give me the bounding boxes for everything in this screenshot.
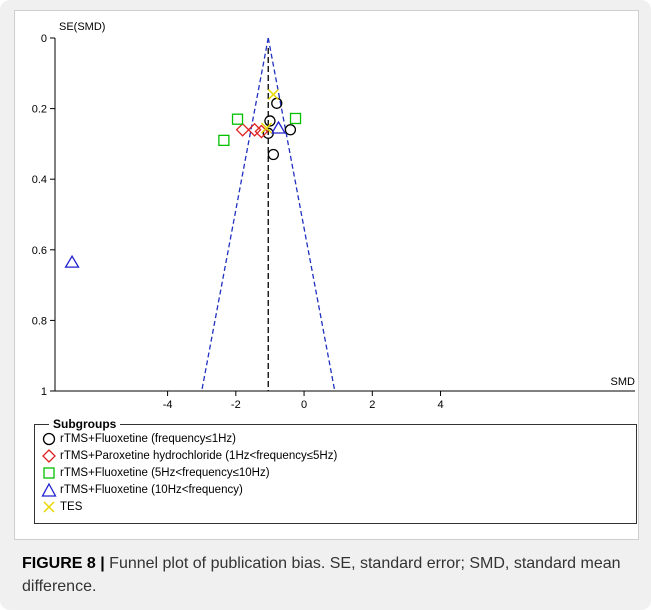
caption-label: FIGURE 8 | bbox=[22, 555, 105, 572]
y-tick-label: 0.6 bbox=[32, 245, 47, 257]
legend-label: rTMS+Fluoxetine (10Hz<frequency) bbox=[60, 484, 243, 496]
legend-item-circle: rTMS+Fluoxetine (frequency≤1Hz) bbox=[41, 431, 236, 447]
legend-title: Subgroups bbox=[49, 417, 121, 431]
square-point bbox=[289, 112, 302, 125]
y-tick-label: 0.8 bbox=[32, 315, 47, 327]
diamond-marker-icon bbox=[42, 449, 56, 463]
triangle-point bbox=[270, 120, 287, 134]
legend-item-cross: TES bbox=[41, 499, 82, 515]
x-tick-label: 0 bbox=[301, 399, 307, 411]
legend-item-triangle: rTMS+Fluoxetine (10Hz<frequency) bbox=[41, 482, 243, 498]
legend-label: rTMS+Paroxetine hydrochloride (1Hz<frequ… bbox=[60, 450, 338, 462]
triangle-point bbox=[64, 254, 80, 268]
caption-text: Funnel plot of publication bias. SE, sta… bbox=[22, 555, 621, 595]
x-tick-label: -2 bbox=[231, 399, 241, 411]
diamond-point bbox=[235, 122, 250, 137]
square-marker-icon bbox=[43, 467, 55, 479]
square-point bbox=[231, 113, 244, 125]
legend: Subgroups rTMS+Fluoxetine (frequency≤1Hz… bbox=[34, 417, 637, 524]
cross-point bbox=[260, 122, 273, 134]
x-tick-label: 2 bbox=[369, 399, 375, 411]
y-tick-label: 0.4 bbox=[32, 174, 47, 186]
legend-item-diamond: rTMS+Paroxetine hydrochloride (1Hz<frequ… bbox=[41, 448, 337, 464]
circle-point bbox=[264, 115, 276, 127]
square-point bbox=[218, 134, 230, 147]
cross-point bbox=[267, 88, 279, 101]
circle-marker-icon bbox=[42, 432, 56, 446]
circle-point bbox=[284, 124, 297, 136]
y-tick-label: 0 bbox=[41, 33, 47, 45]
y-tick-label: 1 bbox=[41, 386, 47, 398]
x-axis-label: SMD bbox=[611, 376, 636, 388]
funnel-right-line bbox=[267, 37, 336, 392]
legend-label: rTMS+Fluoxetine (frequency≤1Hz) bbox=[60, 433, 236, 445]
funnel-plot: 0 0.2 0.4 0.6 0.8 1 -4 -2 0 2 4 SE(SMD) SMD bbox=[32, 21, 636, 411]
cross-marker-icon bbox=[43, 501, 55, 513]
y-tick-label: 0.2 bbox=[32, 104, 47, 116]
figure-caption: FIGURE 8 | Funnel plot of publication bi… bbox=[22, 552, 622, 598]
legend-label: rTMS+Fluoxetine (5Hz<frequency≤10Hz) bbox=[60, 467, 270, 479]
y-axis-label: SE(SMD) bbox=[59, 21, 105, 33]
funnel-left-line bbox=[201, 37, 269, 392]
legend-item-square: rTMS+Fluoxetine (5Hz<frequency≤10Hz) bbox=[41, 465, 270, 481]
legend-label: TES bbox=[60, 501, 83, 513]
circle-point bbox=[267, 148, 280, 161]
x-tick-label: -4 bbox=[163, 399, 173, 411]
triangle-marker-icon bbox=[41, 482, 57, 497]
x-tick-label: 4 bbox=[437, 399, 443, 411]
